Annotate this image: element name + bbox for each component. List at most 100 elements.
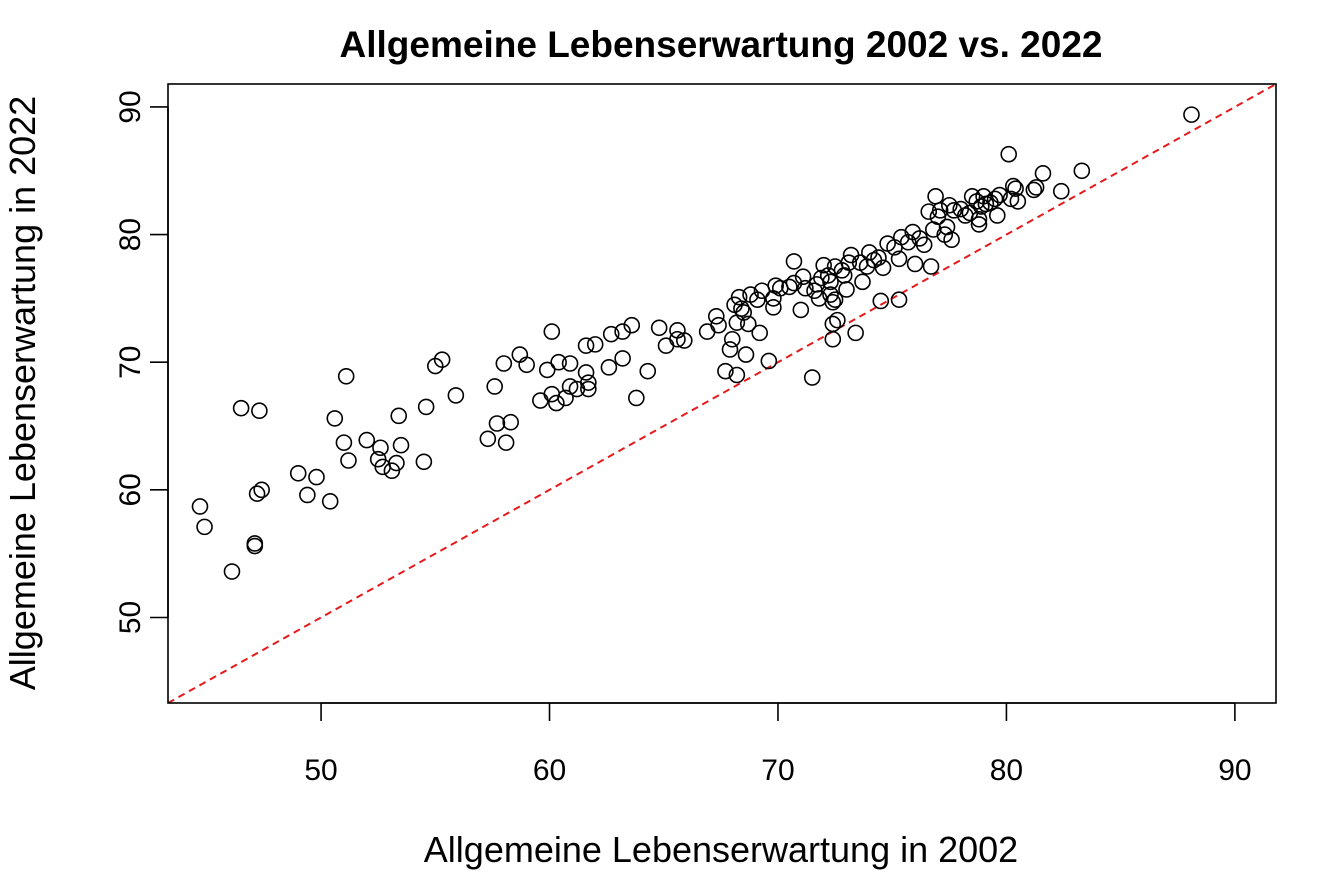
scatter-point <box>669 322 686 339</box>
scatter-point <box>931 202 949 219</box>
scatter-point <box>1002 190 1020 208</box>
scatter-point <box>586 336 604 353</box>
scatter-point <box>728 366 746 384</box>
scatter-point <box>813 269 830 287</box>
scatter-point <box>915 236 933 254</box>
scatter-point <box>824 315 842 333</box>
scatter-point <box>822 273 839 291</box>
scatter-point <box>511 346 529 363</box>
scatter-point <box>1183 106 1200 123</box>
scatter-point <box>372 439 389 457</box>
scatter-point <box>308 468 325 486</box>
scatter-point <box>532 392 549 409</box>
y-tick-label: 90 <box>114 90 147 123</box>
scatter-point <box>792 301 810 319</box>
scatter-point <box>943 231 960 249</box>
scatter-point <box>415 453 433 471</box>
scatter-point <box>838 281 855 298</box>
scatter-point <box>890 250 908 268</box>
scatter-point <box>577 337 595 354</box>
x-axis-label: Allgemeine Lebenserwartung in 2002 <box>424 829 1018 870</box>
scatter-point <box>840 254 858 271</box>
scatter-point <box>486 378 503 395</box>
scatter-point <box>733 300 750 317</box>
scatter-point <box>447 387 465 404</box>
scatter-point <box>326 410 344 427</box>
scatter-point <box>707 307 725 325</box>
scatter-point <box>854 273 871 291</box>
scatter-point <box>248 485 266 502</box>
x-tick-label: 70 <box>761 754 794 787</box>
scatter-point <box>824 330 842 348</box>
scatter-point <box>191 498 209 515</box>
scatter-point <box>223 563 241 580</box>
scatter-point <box>479 430 497 448</box>
scatter-point <box>1034 165 1052 182</box>
scatter-point <box>289 464 307 482</box>
scatter-point <box>1025 181 1043 199</box>
y-tick-label: 70 <box>114 346 147 379</box>
scatter-point <box>1052 182 1070 200</box>
scatter-point <box>502 413 519 431</box>
scatter-point <box>803 369 821 386</box>
scatter-point <box>623 316 641 334</box>
scatter-point <box>614 350 631 367</box>
scatter-point <box>337 367 355 385</box>
y-axis: 50 60 70 80 90 <box>114 90 169 634</box>
scatter-point <box>518 356 535 374</box>
y-tick-label: 80 <box>114 218 147 251</box>
scatter-point <box>358 431 376 449</box>
scatter-point <box>614 323 631 340</box>
scatter-point <box>927 188 944 205</box>
scatter-point <box>557 389 574 407</box>
scatter-point <box>388 454 405 472</box>
scatter-point <box>899 233 917 251</box>
scatter-point <box>392 436 410 454</box>
scatter-point <box>717 362 734 380</box>
scatter-point <box>847 324 864 342</box>
scatter-point <box>760 352 778 370</box>
scatter-point <box>538 361 556 379</box>
scatter-point <box>986 190 1004 208</box>
scatter-point <box>1073 162 1091 180</box>
scatter-point <box>580 380 597 398</box>
chart-title: Allgemeine Lebenserwartung 2002 vs. 2022 <box>340 24 1103 65</box>
scatter-point <box>639 362 657 380</box>
scatter-point <box>698 323 716 340</box>
scatter-point <box>1000 145 1018 163</box>
plot-frame <box>167 83 1277 704</box>
scatter-point <box>945 202 963 219</box>
scatter-point <box>815 256 832 274</box>
scatter-point <box>232 399 250 417</box>
scatter-point <box>1009 193 1027 210</box>
scatter-point <box>390 407 408 425</box>
scatter-point <box>335 434 353 451</box>
scatter-point <box>710 316 727 334</box>
reference-line <box>168 84 1276 703</box>
scatter-point <box>548 394 565 412</box>
scatter-point <box>321 493 339 510</box>
scatter-point <box>829 311 846 329</box>
scatter-point <box>988 207 1006 224</box>
x-tick-label: 60 <box>533 754 566 787</box>
y-axis-label: Allgemeine Lebenserwartung in 2022 <box>2 96 43 690</box>
scatter-point <box>495 355 513 372</box>
scatter-point <box>872 292 890 310</box>
x-tick-label: 90 <box>1218 754 1251 787</box>
scatter-point <box>1007 180 1024 197</box>
scatter-point <box>561 378 579 395</box>
scatter-point <box>723 330 741 348</box>
scatter-point <box>628 389 645 407</box>
scatter-point <box>580 374 597 391</box>
scatter-point <box>970 216 988 233</box>
x-tick-label: 80 <box>990 754 1023 787</box>
scatter-point <box>739 315 757 333</box>
scatter-point <box>497 434 515 451</box>
scatter-point <box>600 359 618 376</box>
scatter-point <box>970 210 988 228</box>
scatter-point <box>906 255 924 273</box>
scatter-point <box>870 249 887 266</box>
scatter-point <box>543 323 561 340</box>
reference-line-group <box>168 84 1276 703</box>
